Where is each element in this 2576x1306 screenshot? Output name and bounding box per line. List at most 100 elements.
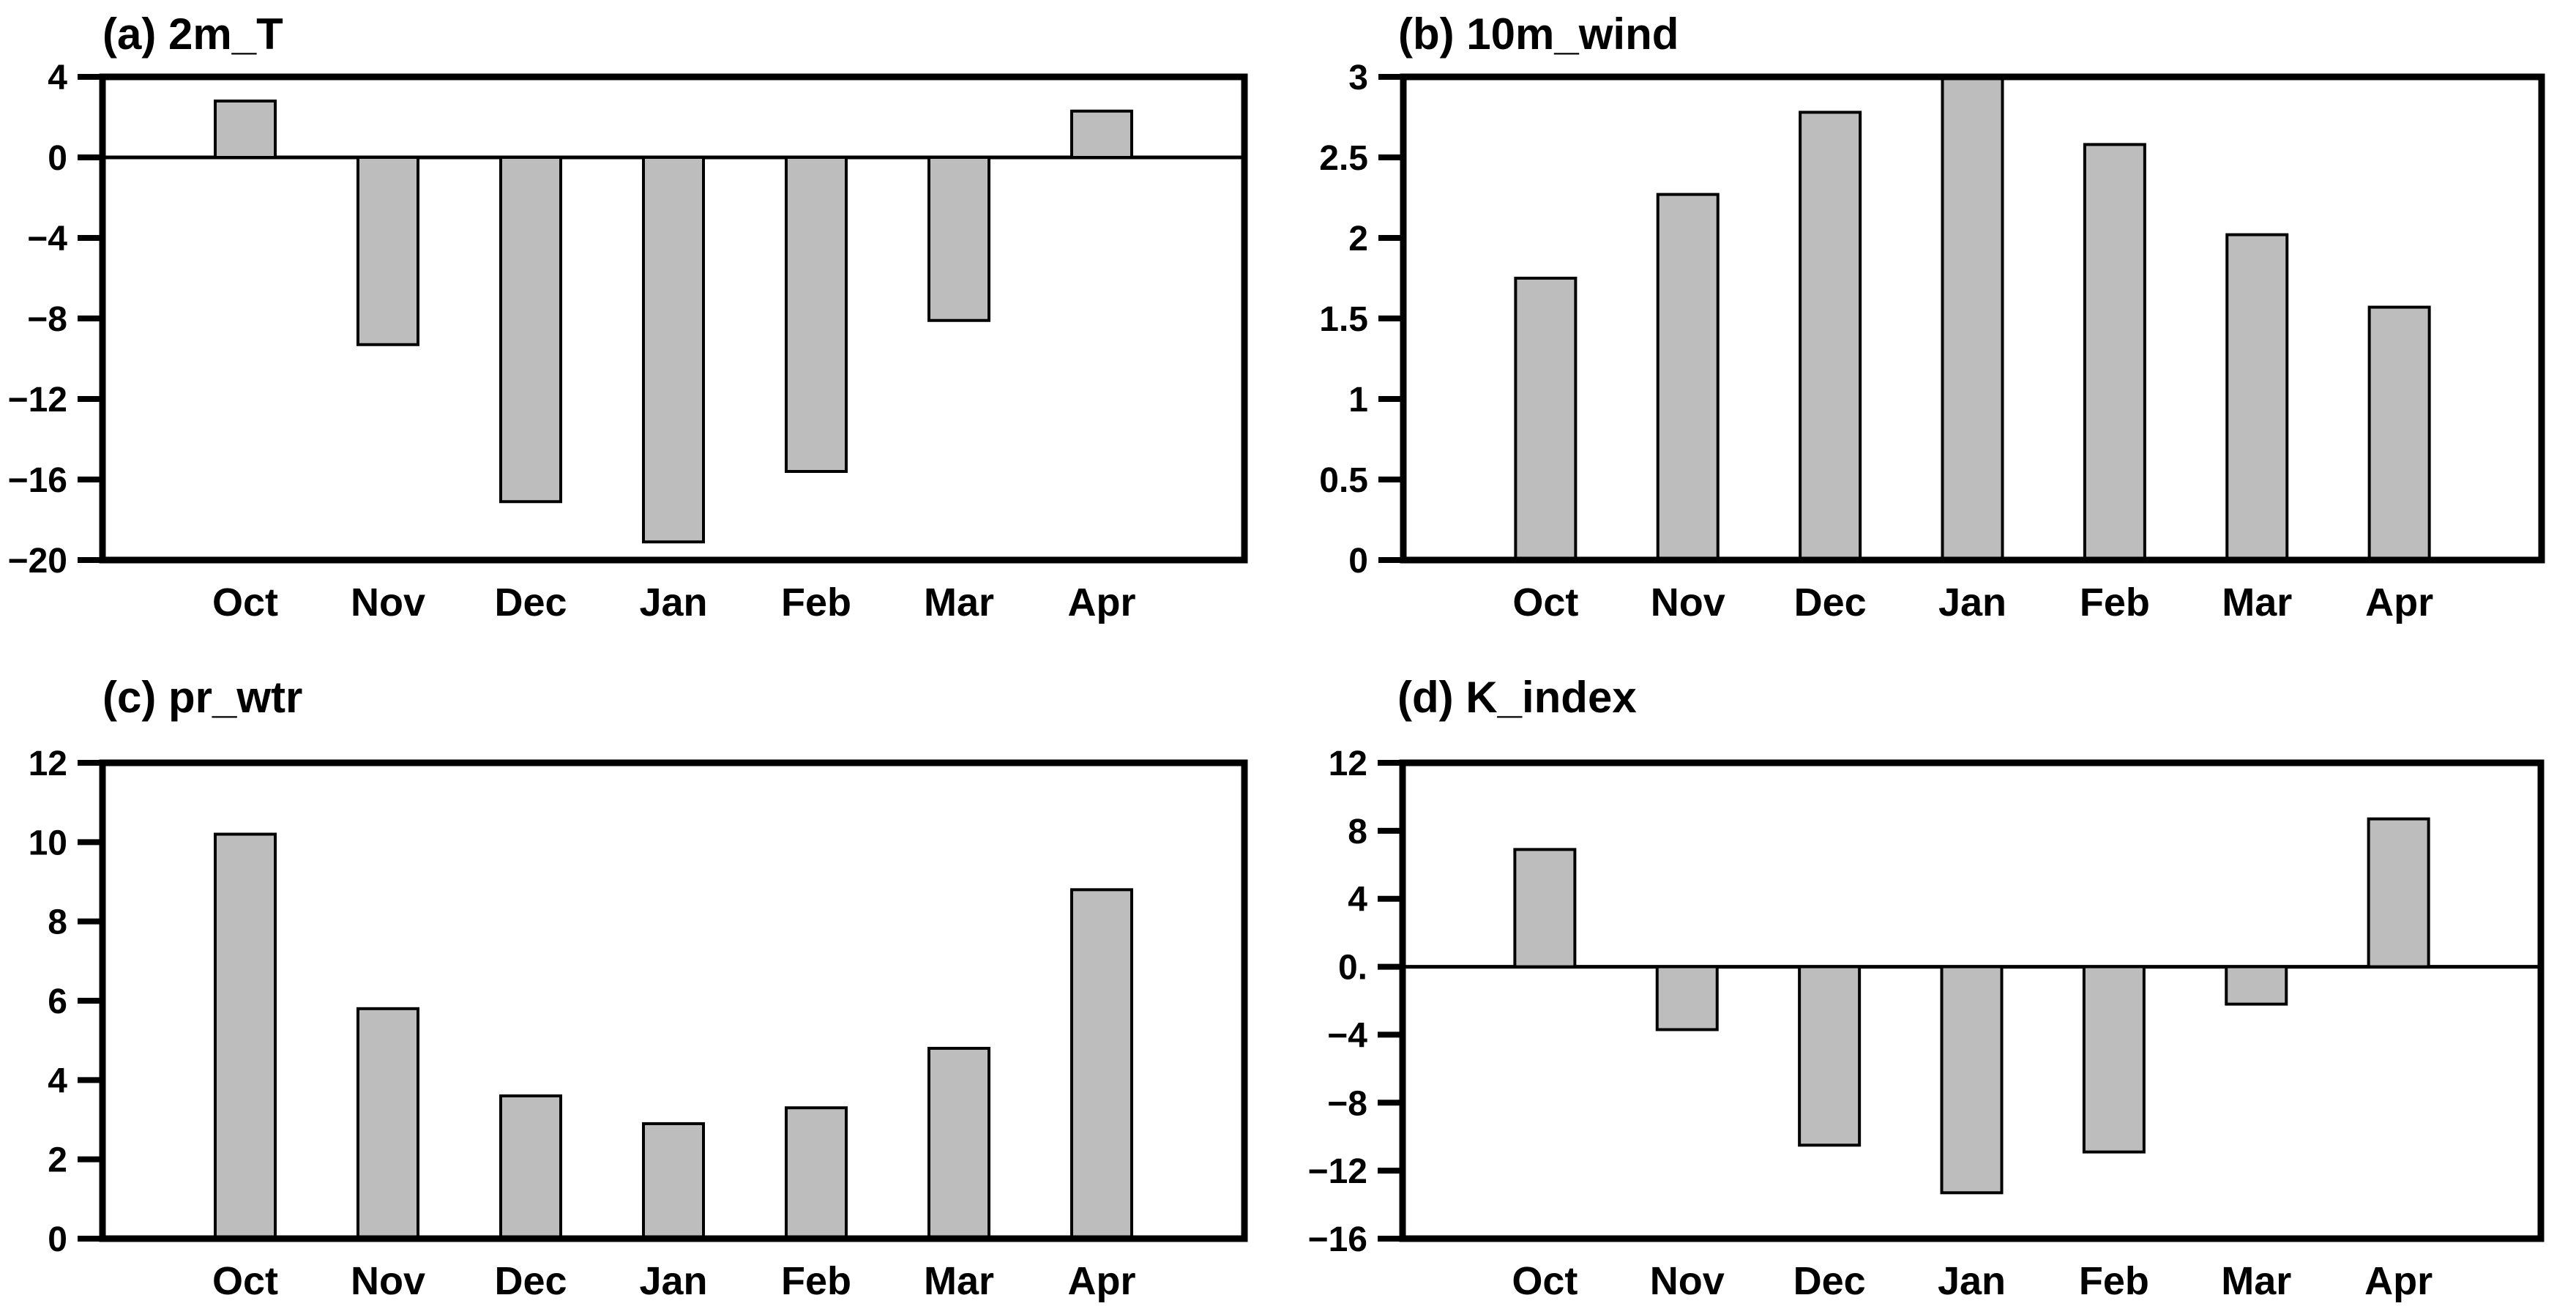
x-category-label: Jan	[1938, 581, 2006, 624]
bar-nov	[356, 1007, 419, 1240]
x-category-label: Oct	[212, 581, 278, 624]
y-tick-label: −4	[1327, 1016, 1367, 1055]
bar-chart-pr-wtr: 12 10 8 6 4 2 0 Oct Nov Dec Jan Feb Mar Apr	[29, 745, 1248, 1303]
bar-chart-2m-t: 4 0 −4 −8 −12 −16 −20 Oct Nov Dec Jan Feb Mar Apr	[8, 59, 1248, 624]
bar-mar	[2225, 965, 2288, 1006]
y-tick-label: 8	[48, 903, 67, 942]
y-tick-label: −12	[8, 381, 67, 419]
bar-dec	[1798, 965, 1862, 1147]
x-category-label: Dec	[1793, 1259, 1866, 1303]
y-tick-label: −20	[8, 542, 67, 581]
bar-apr	[2367, 817, 2430, 969]
panel-pr-wtr-title: (c) pr_wtr	[102, 673, 303, 722]
plot-frame	[1400, 73, 2545, 564]
bar-chart-k-index: 12 8 4 0. −4 −8 −12 −16 Oct Nov Dec Jan Feb Mar Apr	[1308, 745, 2545, 1303]
x-category-label: Nov	[351, 1259, 425, 1303]
bar-jan	[1940, 965, 2004, 1195]
bar-mar	[2225, 233, 2289, 561]
y-tick-label: 0	[48, 1220, 67, 1259]
y-tick-label: 2.5	[1319, 139, 1368, 178]
panel-k-index: (d) K_index 12 8 4 0. −4 −8 −12 −16 Oct Nov Dec Jan…	[1288, 653, 2576, 1306]
panel-10m-wind-title: (b) 10m_wind	[1398, 10, 1679, 59]
panel-10m-wind: (b) 10m_wind 3 2.5 2 1.5 1 0.5 0 Oct Nov Dec Jan Fe…	[1288, 0, 2576, 653]
x-category-label: Jan	[1938, 1259, 2006, 1303]
panel-2m-t-title: (a) 2m_T	[102, 10, 283, 59]
y-tick-label: 1	[1348, 381, 1368, 419]
x-category-label: Feb	[2080, 581, 2150, 624]
x-category-label: Apr	[1068, 1259, 1136, 1303]
y-tick-label: −12	[1308, 1152, 1367, 1191]
bar-nov	[356, 156, 419, 346]
x-category-label: Apr	[1068, 581, 1136, 624]
y-tick-label: −4	[27, 220, 67, 258]
y-tick-label: −8	[27, 300, 67, 339]
x-category-label: Feb	[781, 1259, 851, 1303]
bar-feb	[2082, 965, 2146, 1154]
bar-oct	[214, 100, 277, 159]
x-category-label: Jan	[639, 581, 707, 624]
x-category-label: Mar	[2222, 581, 2292, 624]
x-category-label: Mar	[2221, 1259, 2291, 1303]
x-category-label: Feb	[781, 581, 851, 624]
bar-dec	[499, 1094, 562, 1240]
bar-nov	[1656, 193, 1720, 561]
x-category-label: Dec	[1794, 581, 1867, 624]
bar-feb	[785, 1106, 848, 1240]
y-tick-label: −16	[8, 461, 67, 500]
x-category-label: Oct	[212, 1259, 278, 1303]
bar-mar	[927, 156, 990, 322]
x-category-label: Oct	[1512, 1259, 1578, 1303]
bar-apr	[1070, 109, 1133, 159]
y-tick-label: 0	[48, 139, 67, 178]
y-tick-label: −8	[1327, 1084, 1367, 1123]
x-category-label: Dec	[494, 581, 567, 624]
x-category-label: Feb	[2079, 1259, 2149, 1303]
bar-nov	[1655, 965, 1719, 1031]
bar-feb	[785, 156, 848, 473]
bar-apr	[1070, 888, 1133, 1240]
y-tick-label: 4	[48, 59, 67, 97]
bar-jan	[1941, 77, 2004, 561]
y-tick-label: 1.5	[1319, 300, 1368, 339]
y-tick-label: 4	[48, 1061, 67, 1100]
y-tick-label: 10	[29, 824, 67, 862]
x-category-label: Nov	[1650, 1259, 1725, 1303]
x-category-label: Dec	[494, 1259, 567, 1303]
plot-frame	[99, 759, 1248, 1242]
y-tick-label: 4	[1348, 881, 1367, 919]
x-category-label: Apr	[2364, 1259, 2433, 1303]
x-category-label: Nov	[351, 581, 425, 624]
bar-feb	[2083, 143, 2146, 561]
panel-pr-wtr: (c) pr_wtr 12 10 8 6 4 2 0 Oct Nov Dec Jan Feb Mar Ap…	[0, 653, 1288, 1306]
x-category-label: Mar	[924, 581, 994, 624]
bar-jan	[642, 1122, 705, 1241]
bar-chart-10m-wind: 3 2.5 2 1.5 1 0.5 0 Oct Nov Dec Jan Feb Mar Apr	[1319, 59, 2545, 624]
y-tick-label: 2	[1348, 220, 1368, 258]
bar-apr	[2367, 305, 2431, 561]
y-tick-label: 2	[48, 1141, 67, 1180]
x-category-label: Oct	[1512, 581, 1578, 624]
bar-oct	[1514, 277, 1578, 561]
panel-k-index-title: (d) K_index	[1397, 673, 1637, 722]
bar-jan	[642, 156, 705, 544]
x-category-label: Jan	[639, 1259, 707, 1303]
y-tick-label: 8	[1348, 813, 1367, 851]
y-tick-label: 0.5	[1319, 461, 1368, 500]
y-tick-label: 0.	[1338, 949, 1367, 988]
bar-dec	[499, 156, 562, 504]
panel-2m-t: (a) 2m_T 4 0 −4 −8 −12 −16 −20 Oct Nov Dec Jan Feb M…	[0, 0, 1288, 653]
y-tick-label: −16	[1308, 1220, 1367, 1259]
y-tick-label: 12	[1329, 745, 1367, 783]
x-category-label: Mar	[924, 1259, 994, 1303]
y-tick-label: 3	[1348, 59, 1368, 97]
y-tick-label: 6	[48, 982, 67, 1021]
bar-oct	[1513, 848, 1577, 969]
y-tick-label: 12	[29, 745, 67, 783]
bar-mar	[927, 1047, 990, 1240]
y-tick-label: 0	[1348, 542, 1368, 581]
bar-oct	[214, 832, 277, 1240]
x-category-label: Apr	[2365, 581, 2433, 624]
bar-dec	[1799, 111, 1862, 561]
plot-frame	[99, 73, 1248, 564]
